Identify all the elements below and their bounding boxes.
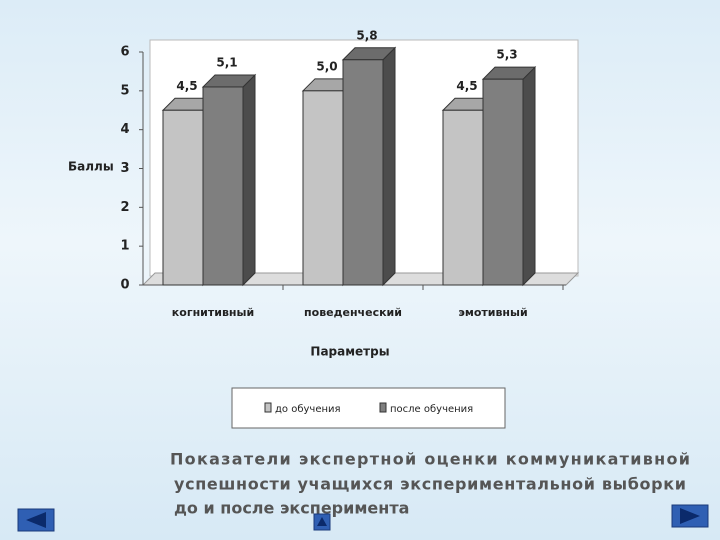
bar (342, 59, 384, 286)
nav-home[interactable] (313, 513, 331, 531)
x-tick-label: эмотивный (458, 306, 527, 319)
legend-label: до обучения (275, 404, 341, 415)
value-label: 5,1 (216, 55, 237, 69)
value-label: 5,8 (356, 28, 377, 42)
arrow[interactable] (317, 517, 327, 526)
bar (162, 109, 204, 286)
arrow[interactable] (680, 508, 700, 524)
bar (202, 86, 244, 286)
value-label: 5,3 (496, 48, 517, 62)
value-label: 5,0 (316, 59, 337, 73)
nav-next[interactable] (671, 504, 709, 528)
bar (302, 90, 344, 286)
y-tick-label: 1 (120, 239, 129, 254)
bar-side (382, 46, 396, 287)
y-tick-label: 2 (120, 200, 129, 215)
value-label: 4,5 (176, 79, 197, 93)
y-tick-label: 6 (120, 45, 129, 60)
nav-prev[interactable] (17, 508, 55, 532)
legend-swatch (264, 402, 272, 413)
value-label: 4,5 (456, 79, 477, 93)
bar (442, 109, 484, 286)
caption-line: успешности учащихся экспериментальной вы… (174, 475, 686, 494)
y-tick-label: 4 (120, 122, 129, 137)
x-tick-label: когнитивный (172, 306, 254, 319)
arrow[interactable] (26, 512, 46, 528)
legend-label: после обучения (390, 404, 473, 415)
bar-side (522, 65, 536, 287)
legend (231, 387, 506, 429)
y-tick-label: 5 (120, 83, 129, 98)
y-tick-label: 3 (120, 161, 129, 176)
caption-line: до и после эксперимента (174, 499, 409, 518)
bar-side (242, 73, 256, 287)
x-axis-label: Параметры (310, 345, 389, 359)
caption-line: Показатели экспертной оценки коммуникати… (170, 450, 690, 469)
bar (482, 78, 524, 286)
x-tick-label: поведенческий (304, 306, 402, 319)
y-axis-label: Баллы (68, 160, 114, 174)
legend-swatch (379, 402, 387, 413)
y-tick-label: 0 (120, 278, 129, 293)
